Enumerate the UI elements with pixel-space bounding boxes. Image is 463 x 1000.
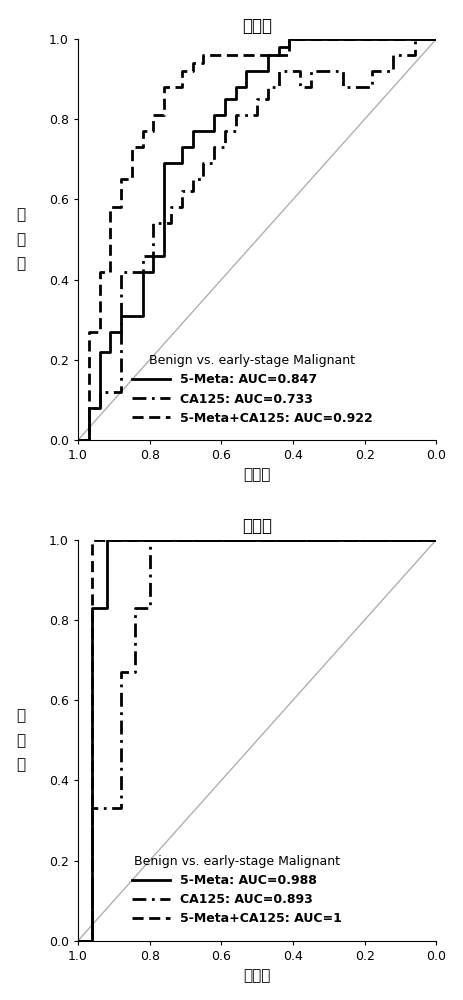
X-axis label: 特异性: 特异性 bbox=[244, 468, 271, 483]
X-axis label: 特异性: 特异性 bbox=[244, 968, 271, 983]
Title: 验证组: 验证组 bbox=[242, 517, 272, 535]
Y-axis label: 灵
敏
度: 灵 敏 度 bbox=[17, 708, 26, 772]
Y-axis label: 灵
敏
度: 灵 敏 度 bbox=[17, 207, 26, 272]
Legend: 5-Meta: AUC=0.847, CA125: AUC=0.733, 5-Meta+CA125: AUC=0.922: 5-Meta: AUC=0.847, CA125: AUC=0.733, 5-M… bbox=[127, 349, 377, 430]
Legend: 5-Meta: AUC=0.988, CA125: AUC=0.893, 5-Meta+CA125: AUC=1: 5-Meta: AUC=0.988, CA125: AUC=0.893, 5-M… bbox=[127, 850, 347, 930]
Title: 发现组: 发现组 bbox=[242, 17, 272, 35]
